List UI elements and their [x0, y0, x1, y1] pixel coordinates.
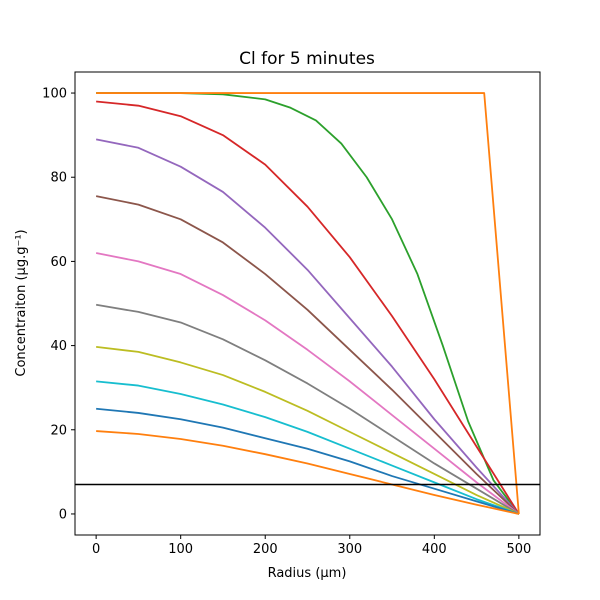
series-line-2 — [96, 100, 520, 515]
y-tick-label: 100 — [42, 87, 67, 102]
x-tick-label: 100 — [168, 542, 193, 557]
plot-area — [75, 92, 540, 515]
y-tick-label: 20 — [50, 423, 67, 438]
y-tick-label: 80 — [50, 171, 67, 186]
series-line-5 — [95, 252, 520, 515]
y-tick-label: 40 — [50, 339, 67, 354]
series-line-10 — [96, 430, 520, 515]
series-line-7 — [96, 345, 520, 515]
series-line-4 — [95, 195, 520, 515]
series-line-1 — [96, 92, 520, 515]
x-tick-label: 500 — [506, 542, 531, 557]
series-line-3 — [95, 138, 520, 515]
series-line-8 — [96, 380, 520, 515]
x-axis: 0 100 200 300 400 500 — [92, 535, 531, 557]
y-axis-label: Concentraiton (μg.g⁻¹) — [14, 229, 29, 376]
y-axis: 0 20 40 60 80 100 — [42, 87, 75, 522]
y-tick-label: 60 — [50, 255, 67, 270]
x-tick-label: 300 — [337, 542, 362, 557]
series-line-6 — [95, 303, 520, 515]
x-tick-label: 400 — [422, 542, 447, 557]
x-tick-label: 200 — [253, 542, 278, 557]
plot-frame — [74, 71, 541, 536]
x-tick-label: 0 — [92, 542, 100, 557]
chart-title: Cl for 5 minutes — [239, 49, 375, 69]
x-axis-label: Radius (μm) — [268, 566, 347, 581]
series-line-9 — [96, 407, 520, 515]
series-line-11 — [96, 92, 520, 515]
y-tick-label: 0 — [59, 507, 67, 522]
